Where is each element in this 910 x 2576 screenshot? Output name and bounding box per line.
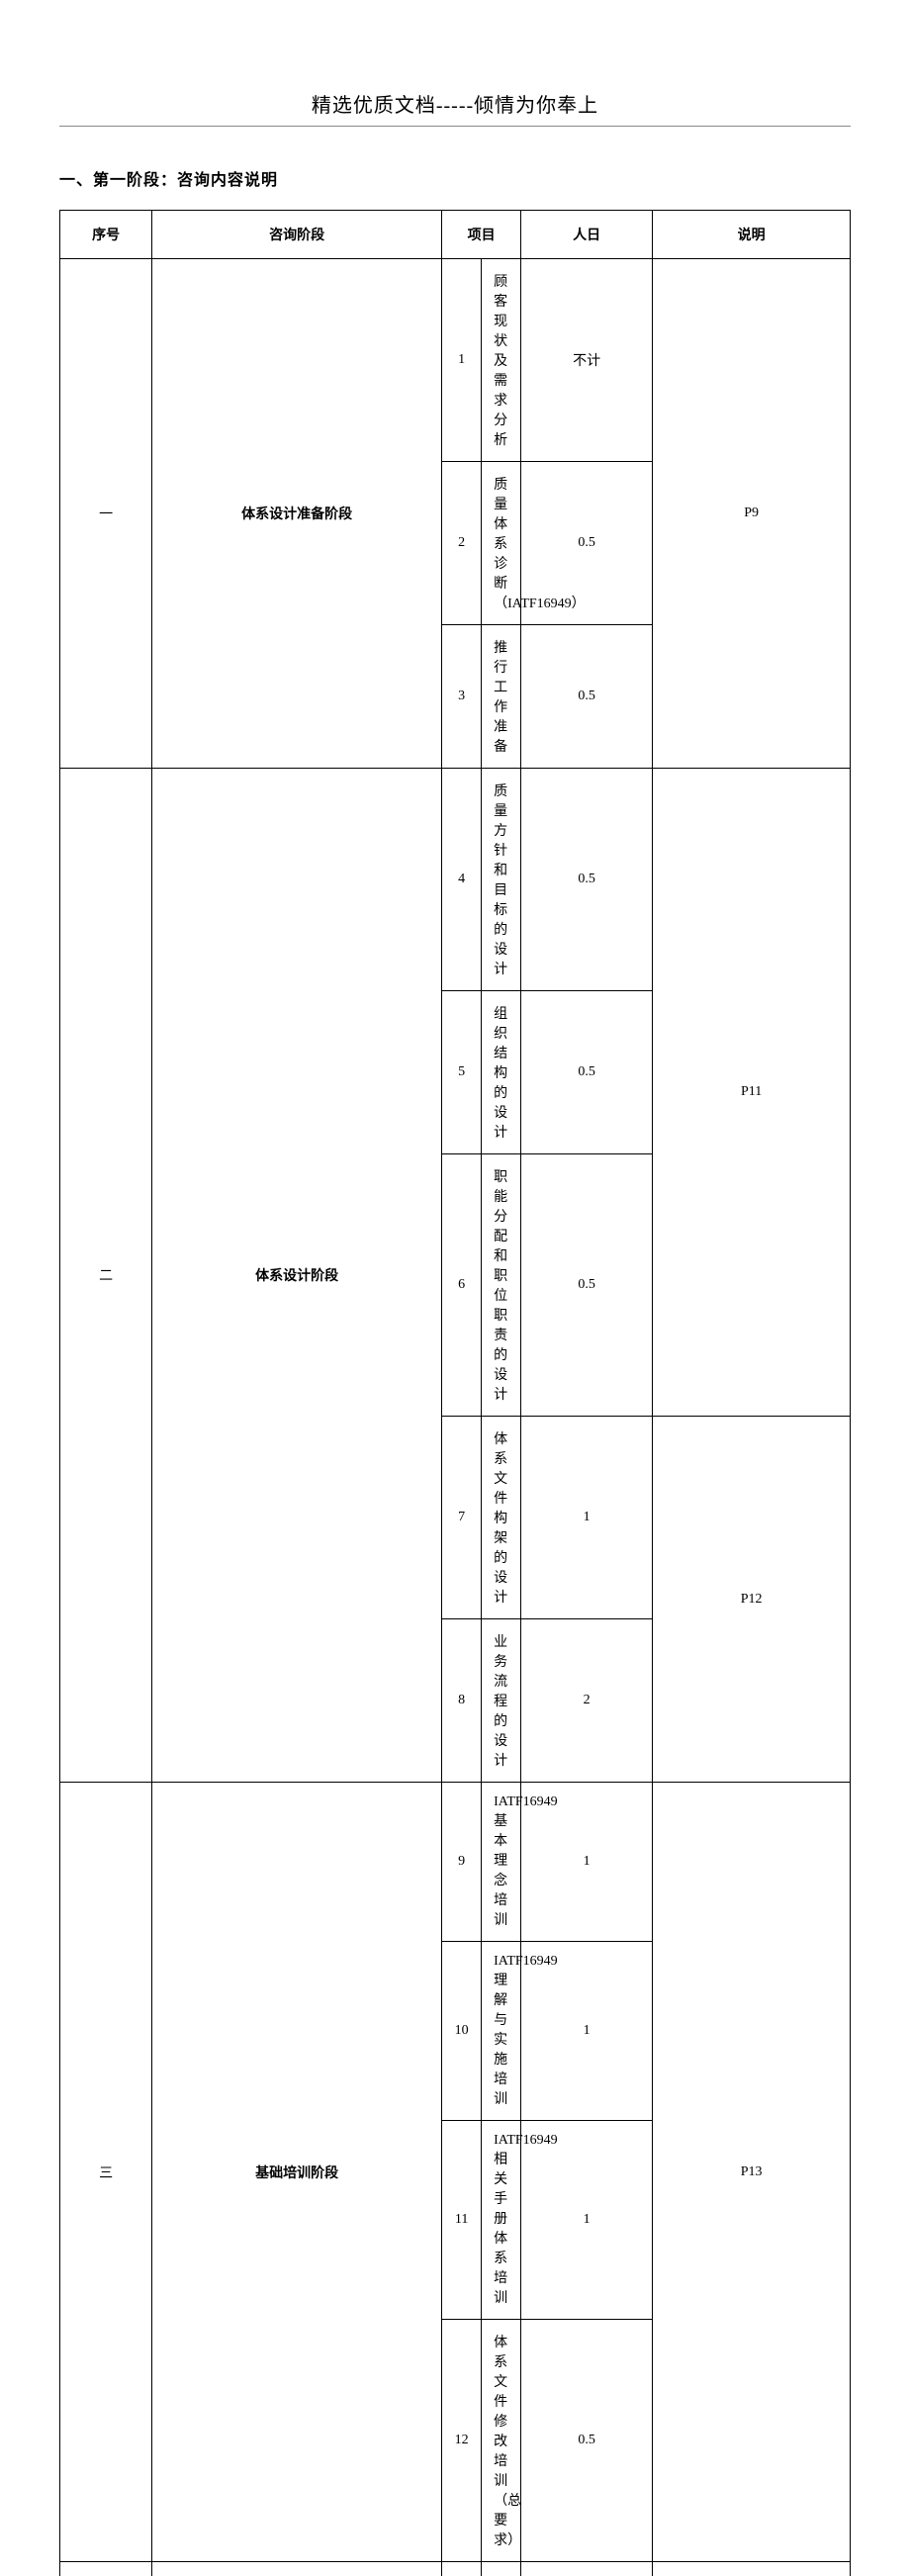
cell-item: 职能分配和职位职责的设计 bbox=[482, 1154, 521, 1417]
table-row: 四体系建立阶段13体系文件修改现场辅导1P13 bbox=[60, 2562, 851, 2576]
cell-num: 10 bbox=[442, 1942, 482, 2121]
cell-days: 1 bbox=[521, 2121, 653, 2320]
cell-num: 5 bbox=[442, 991, 482, 1154]
cell-item: IATF16949 理解与实施培训 bbox=[482, 1942, 521, 2121]
cell-seq: 四 bbox=[60, 2562, 152, 2576]
cell-desc: P13 bbox=[653, 2562, 851, 2576]
consultation-table: 序号 咨询阶段 项目 人日 说明 一体系设计准备阶段1顾客现状及需求分析不计P9… bbox=[59, 210, 851, 2576]
cell-num: 11 bbox=[442, 2121, 482, 2320]
cell-num: 9 bbox=[442, 1783, 482, 1942]
cell-num: 2 bbox=[442, 462, 482, 625]
cell-item: 顾客现状及需求分析 bbox=[482, 259, 521, 462]
cell-item: 组织结构的设计 bbox=[482, 991, 521, 1154]
cell-desc: P12 bbox=[653, 1417, 851, 1783]
cell-num: 7 bbox=[442, 1417, 482, 1619]
cell-item: 体系文件修改现场辅导 bbox=[482, 2562, 521, 2576]
table-body: 一体系设计准备阶段1顾客现状及需求分析不计P92质量体系诊断（IATF16949… bbox=[60, 259, 851, 2576]
cell-seq: 二 bbox=[60, 769, 152, 1783]
cell-seq: 一 bbox=[60, 259, 152, 769]
cell-days: 不计 bbox=[521, 259, 653, 462]
page-header-title: 精选优质文档-----倾情为你奉上 bbox=[59, 89, 851, 126]
th-days: 人日 bbox=[521, 211, 653, 259]
cell-item: 业务流程的设计 bbox=[482, 1619, 521, 1783]
cell-num: 1 bbox=[442, 259, 482, 462]
document-page: 精选优质文档-----倾情为你奉上 一、第一阶段：咨询内容说明 序号 咨询阶段 … bbox=[0, 0, 910, 2576]
cell-num: 12 bbox=[442, 2320, 482, 2562]
cell-stage: 体系设计阶段 bbox=[152, 769, 442, 1783]
cell-days: 0.5 bbox=[521, 1154, 653, 1417]
table-header-row: 序号 咨询阶段 项目 人日 说明 bbox=[60, 211, 851, 259]
cell-days: 1 bbox=[521, 2562, 653, 2576]
cell-stage: 体系建立阶段 bbox=[152, 2562, 442, 2576]
cell-stage: 基础培训阶段 bbox=[152, 1783, 442, 2562]
cell-item: 体系文件构架的设计 bbox=[482, 1417, 521, 1619]
cell-days: 0.5 bbox=[521, 625, 653, 769]
cell-num: 8 bbox=[442, 1619, 482, 1783]
cell-days: 0.5 bbox=[521, 2320, 653, 2562]
cell-days: 1 bbox=[521, 1942, 653, 2121]
cell-num: 4 bbox=[442, 769, 482, 991]
header-underline bbox=[59, 126, 851, 127]
cell-days: 0.5 bbox=[521, 991, 653, 1154]
cell-days: 1 bbox=[521, 1783, 653, 1942]
th-item: 项目 bbox=[442, 211, 521, 259]
cell-days: 0.5 bbox=[521, 769, 653, 991]
table-row: 二体系设计阶段4质量方针和目标的设计0.5P11 bbox=[60, 769, 851, 991]
cell-days: 2 bbox=[521, 1619, 653, 1783]
section-title: 一、第一阶段：咨询内容说明 bbox=[59, 166, 851, 190]
cell-num: 13 bbox=[442, 2562, 482, 2576]
cell-item: 推行工作准备 bbox=[482, 625, 521, 769]
table-row: 三基础培训阶段9IATF16949 基本理念培训1P13 bbox=[60, 1783, 851, 1942]
cell-desc: P13 bbox=[653, 1783, 851, 2562]
cell-num: 6 bbox=[442, 1154, 482, 1417]
cell-stage: 体系设计准备阶段 bbox=[152, 259, 442, 769]
cell-item: IATF16949 相关手册体系培训 bbox=[482, 2121, 521, 2320]
cell-item: IATF16949 基本理念培训 bbox=[482, 1783, 521, 1942]
table-row: 一体系设计准备阶段1顾客现状及需求分析不计P9 bbox=[60, 259, 851, 462]
cell-desc: P9 bbox=[653, 259, 851, 769]
cell-seq: 三 bbox=[60, 1783, 152, 2562]
th-desc: 说明 bbox=[653, 211, 851, 259]
th-seq: 序号 bbox=[60, 211, 152, 259]
cell-days: 1 bbox=[521, 1417, 653, 1619]
cell-num: 3 bbox=[442, 625, 482, 769]
cell-desc: P11 bbox=[653, 769, 851, 1417]
th-stage: 咨询阶段 bbox=[152, 211, 442, 259]
cell-item: 质量体系诊断（IATF16949） bbox=[482, 462, 521, 625]
cell-item: 体系文件修改培训（总要求） bbox=[482, 2320, 521, 2562]
cell-item: 质量方针和目标的设计 bbox=[482, 769, 521, 991]
